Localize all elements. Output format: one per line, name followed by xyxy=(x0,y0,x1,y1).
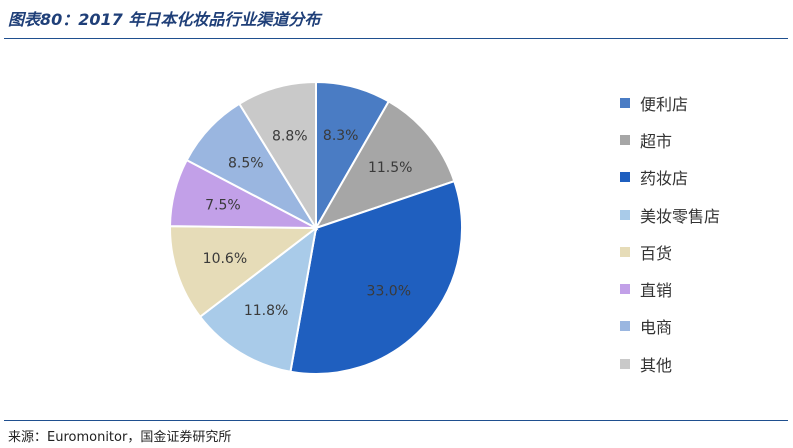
chart-legend: 便利店超市药妆店美妆零售店百货直销电商其他 xyxy=(620,84,720,382)
slice-label: 7.5% xyxy=(205,197,241,213)
slice-label: 33.0% xyxy=(367,284,411,300)
legend-swatch xyxy=(620,209,630,220)
legend-label: 美妆零售店 xyxy=(640,206,721,226)
pie-slice xyxy=(237,80,317,232)
legend-label: 药妆店 xyxy=(640,169,689,189)
legend-item: 其他 xyxy=(620,345,720,382)
slice-label: 10.6% xyxy=(203,251,247,267)
slice-label: 11.5% xyxy=(368,160,412,176)
legend-label: 直销 xyxy=(640,281,673,301)
legend-item: 直销 xyxy=(620,270,720,307)
legend-swatch xyxy=(620,358,630,369)
legend-item: 便利店 xyxy=(620,84,720,121)
legend-item: 美妆零售店 xyxy=(620,196,720,233)
legend-label: 便利店 xyxy=(640,94,689,114)
title-divider xyxy=(4,38,788,39)
legend-label: 其他 xyxy=(640,355,673,375)
slice-label: 11.8% xyxy=(244,303,288,319)
chart-title: 图表80：2017 年日本化妆品行业渠道分布 xyxy=(8,10,321,29)
legend-swatch xyxy=(620,172,630,183)
legend-item: 超市 xyxy=(620,121,720,158)
legend-swatch xyxy=(620,246,630,257)
source-divider xyxy=(4,420,788,421)
pie-slice xyxy=(169,225,319,319)
slice-label: 8.5% xyxy=(228,156,264,172)
legend-label: 电商 xyxy=(640,318,673,338)
legend-label: 百货 xyxy=(640,243,673,263)
legend-swatch xyxy=(620,97,630,108)
slice-label: 8.8% xyxy=(272,129,308,145)
legend-label: 超市 xyxy=(640,131,673,151)
legend-item: 电商 xyxy=(620,308,720,345)
legend-item: 药妆店 xyxy=(620,159,720,196)
legend-swatch xyxy=(620,284,630,295)
legend-swatch xyxy=(620,134,630,145)
source-note: 来源：Euromonitor，国金证券研究所 xyxy=(8,430,232,445)
legend-item: 百货 xyxy=(620,233,720,270)
legend-swatch xyxy=(620,321,630,332)
pie-slice xyxy=(198,225,318,373)
slice-label: 8.3% xyxy=(323,128,359,144)
pie-slice xyxy=(313,100,456,230)
pie-slice xyxy=(289,179,464,375)
